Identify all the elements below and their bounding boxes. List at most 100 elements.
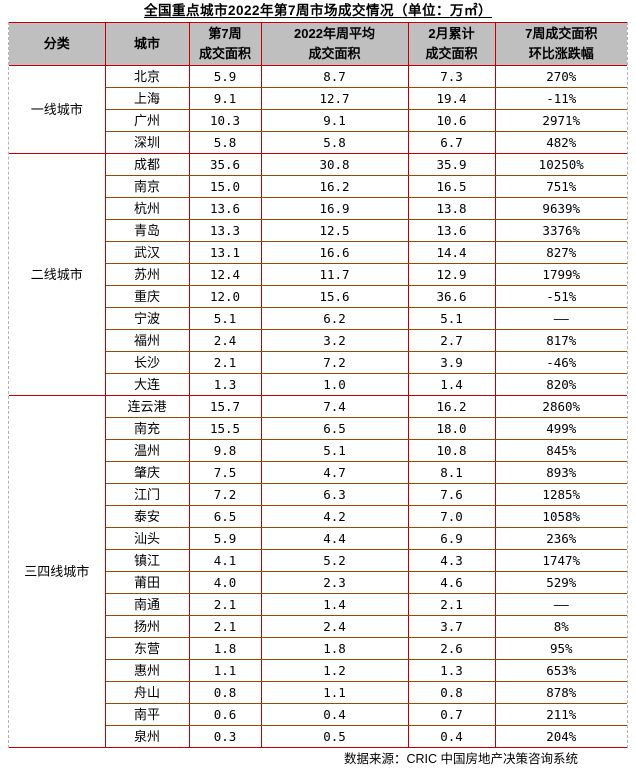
value-cell: 16.6	[261, 241, 409, 264]
table-row: 苏州 12.4 11.7 12.9 1799%	[9, 263, 627, 286]
value-cell: 8.7	[261, 65, 409, 88]
value-cell: 529%	[495, 571, 627, 594]
city-cell: 江门	[105, 483, 190, 506]
value-cell: 13.8	[408, 197, 496, 220]
table-row: 泉州 0.3 0.5 0.4 204%	[9, 725, 627, 748]
value-cell: 827%	[495, 241, 627, 264]
value-cell: ——	[495, 307, 627, 330]
value-cell: 2.6	[408, 637, 496, 660]
value-cell: 2971%	[495, 109, 627, 132]
category-cell: 三四线城市	[9, 395, 106, 748]
value-cell: 211%	[495, 703, 627, 726]
table-row: 杭州 13.6 16.9 13.8 9639%	[9, 197, 627, 220]
value-cell: 9639%	[495, 197, 627, 220]
value-cell: 236%	[495, 527, 627, 550]
value-cell: 1.2	[261, 659, 409, 682]
table-row: 长沙 2.1 7.2 3.9 -46%	[9, 351, 627, 374]
city-cell: 北京	[105, 65, 190, 88]
value-cell: 16.2	[408, 395, 496, 418]
data-source-note: 数据来源：CRIC 中国房地产决策咨询系统	[343, 752, 578, 766]
table-row: 惠州 1.1 1.2 1.3 653%	[9, 659, 627, 682]
header-weekly-average-area: 2022年周平均 成交面积	[261, 22, 409, 66]
header-category: 分类	[9, 22, 106, 66]
city-cell: 镇江	[105, 549, 190, 572]
table-row: 温州 9.8 5.1 10.8 845%	[9, 439, 627, 462]
city-cell: 重庆	[105, 285, 190, 308]
value-cell: 35.6	[189, 153, 262, 176]
value-cell: 0.4	[408, 725, 496, 748]
header-wow-change: 7周成交面积 环比涨跌幅	[495, 22, 627, 66]
value-cell: 5.9	[189, 65, 262, 88]
table-row: 一线城市 北京 5.9 8.7 7.3 270%	[9, 65, 627, 154]
table-row: 二线城市 成都 35.6 30.8 35.9 10250%	[9, 153, 627, 396]
city-cell: 泰安	[105, 505, 190, 528]
value-cell: 845%	[495, 439, 627, 462]
value-cell: 204%	[495, 725, 627, 748]
value-cell: 9.1	[261, 109, 409, 132]
city-cell: 成都	[105, 153, 190, 176]
value-cell: 5.8	[189, 131, 262, 154]
table-row: 青岛 13.3 12.5 13.6 3376%	[9, 219, 627, 242]
value-cell: 15.5	[189, 417, 262, 440]
value-cell: 1747%	[495, 549, 627, 572]
value-cell: 15.6	[261, 285, 409, 308]
table-body: 一线城市 北京 5.9 8.7 7.3 270% 上海 9.1 12.7 19.4 -11% 广州 10…	[9, 65, 627, 748]
value-cell: 13.6	[189, 197, 262, 220]
value-cell: 2860%	[495, 395, 627, 418]
value-cell: 0.5	[261, 725, 409, 748]
city-cell: 南通	[105, 593, 190, 616]
value-cell: 11.7	[261, 263, 409, 286]
table-row: 舟山 0.8 1.1 0.8 878%	[9, 681, 627, 704]
header-february-cumulative-area: 2月累计 成交面积	[408, 22, 496, 66]
city-cell: 惠州	[105, 659, 190, 682]
value-cell: 16.2	[261, 175, 409, 198]
value-cell: 1285%	[495, 483, 627, 506]
value-cell: 5.1	[408, 307, 496, 330]
value-cell: 5.1	[189, 307, 262, 330]
value-cell: 3.9	[408, 351, 496, 374]
value-cell: 1.8	[261, 637, 409, 660]
table-row: 南京 15.0 16.2 16.5 751%	[9, 175, 627, 198]
value-cell: 893%	[495, 461, 627, 484]
value-cell: 2.7	[408, 329, 496, 352]
value-cell: 0.8	[189, 681, 262, 704]
value-cell: 7.5	[189, 461, 262, 484]
value-cell: -11%	[495, 87, 627, 110]
table-header: 分类 城市 第7周 成交面积 2022年周平均 成交面积 2月累计 成交面积	[9, 22, 627, 66]
value-cell: 12.9	[408, 263, 496, 286]
value-cell: 1.1	[189, 659, 262, 682]
value-cell: 95%	[495, 637, 627, 660]
city-cell: 连云港	[105, 395, 190, 418]
category-cell: 一线城市	[9, 65, 106, 154]
value-cell: 0.8	[408, 681, 496, 704]
value-cell: -46%	[495, 351, 627, 374]
city-cell: 南京	[105, 175, 190, 198]
value-cell: 751%	[495, 175, 627, 198]
table-row: 肇庆 7.5 4.7 8.1 893%	[9, 461, 627, 484]
value-cell: 30.8	[261, 153, 409, 176]
city-cell: 深圳	[105, 131, 190, 154]
value-cell: 4.4	[261, 527, 409, 550]
city-cell: 宁波	[105, 307, 190, 330]
value-cell: 7.2	[189, 483, 262, 506]
value-cell: 4.2	[261, 505, 409, 528]
table-row: 泰安 6.5 4.2 7.0 1058%	[9, 505, 627, 528]
value-cell: 15.7	[189, 395, 262, 418]
value-cell: 6.5	[189, 505, 262, 528]
value-cell: 0.4	[261, 703, 409, 726]
value-cell: 6.9	[408, 527, 496, 550]
value-cell: 817%	[495, 329, 627, 352]
value-cell: 8.1	[408, 461, 496, 484]
value-cell: 16.5	[408, 175, 496, 198]
value-cell: 8%	[495, 615, 627, 638]
value-cell: 7.4	[261, 395, 409, 418]
table-row: 莆田 4.0 2.3 4.6 529%	[9, 571, 627, 594]
value-cell: 5.8	[261, 131, 409, 154]
value-cell: 653%	[495, 659, 627, 682]
city-cell: 舟山	[105, 681, 190, 704]
value-cell: 12.5	[261, 219, 409, 242]
value-cell: 10250%	[495, 153, 627, 176]
value-cell: 878%	[495, 681, 627, 704]
value-cell: 4.1	[189, 549, 262, 572]
value-cell: 2.4	[261, 615, 409, 638]
